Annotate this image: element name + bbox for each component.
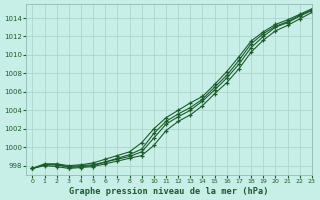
X-axis label: Graphe pression niveau de la mer (hPa): Graphe pression niveau de la mer (hPa) [69,187,269,196]
